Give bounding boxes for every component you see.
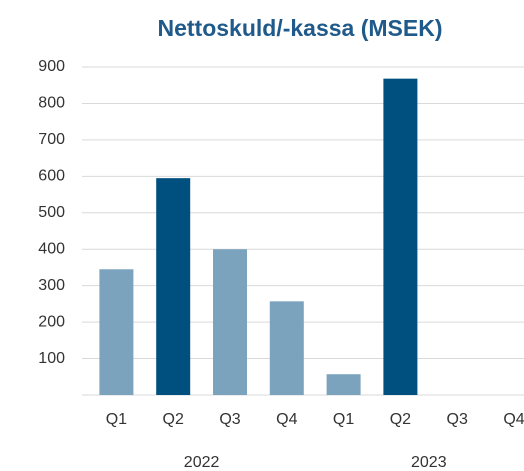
y-tick-label: 300	[38, 277, 65, 294]
y-tick-label: 200	[38, 313, 65, 330]
bar	[213, 249, 247, 395]
x-tick-label: Q2	[390, 411, 411, 428]
y-tick-label: 400	[38, 240, 65, 257]
group-label: 2023	[411, 454, 447, 471]
y-tick-label: 900	[38, 58, 65, 75]
y-tick-label: 100	[38, 350, 65, 367]
x-tick-label: Q2	[163, 411, 184, 428]
x-tick-label: Q1	[333, 411, 354, 428]
group-label: 2022	[184, 454, 220, 471]
bar	[269, 301, 304, 395]
y-tick-label: 700	[38, 131, 65, 148]
chart-title: Nettoskuld/-kassa (MSEK)	[157, 15, 442, 41]
x-tick-label: Q4	[276, 411, 297, 428]
y-tick-label: 800	[38, 95, 65, 112]
y-tick-label: 600	[38, 168, 65, 185]
x-tick-label: Q3	[447, 411, 468, 428]
x-tick-label: Q4	[503, 411, 524, 428]
bar	[99, 269, 134, 395]
x-tick-label: Q1	[106, 411, 127, 428]
x-tick-label: Q3	[219, 411, 240, 428]
bar	[326, 374, 361, 395]
bar	[156, 178, 191, 395]
bar	[383, 78, 418, 395]
y-tick-label: 500	[38, 204, 65, 221]
